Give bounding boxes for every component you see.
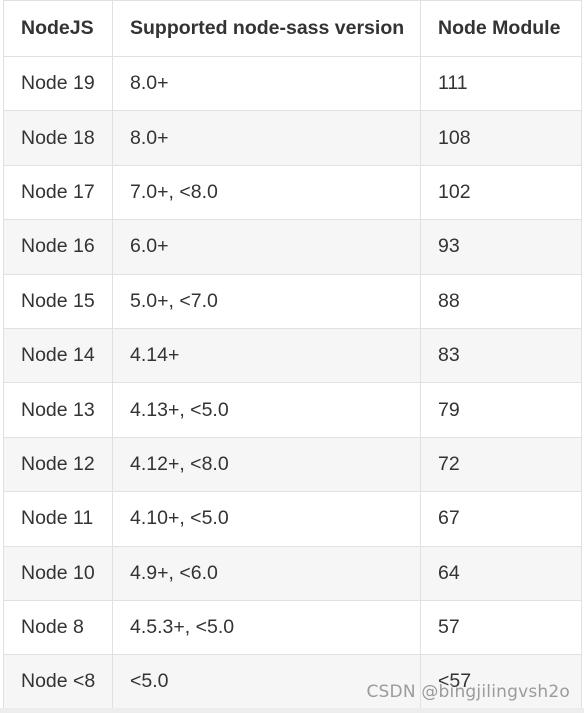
table-row: Node 18 8.0+ 108	[3, 110, 582, 166]
cell-node-sass-version: <5.0	[112, 654, 421, 710]
table-row: Node 14 4.14+ 83	[3, 327, 582, 384]
cell-nodejs: Node 10	[3, 545, 113, 601]
cell-node-sass-version: 4.9+, <6.0	[112, 545, 421, 601]
table-row: Node 11 4.10+, <5.0 67	[3, 491, 582, 547]
cell-nodejs: Node 15	[3, 273, 113, 329]
cell-node-module: 102	[420, 164, 582, 221]
cell-node-sass-version: 4.10+, <5.0	[112, 491, 421, 547]
node-sass-compatibility-table: NodeJS Supported node-sass version Node …	[3, 0, 582, 710]
table-row: Node 17 7.0+, <8.0 102	[3, 164, 582, 221]
cell-node-sass-version: 5.0+, <7.0	[112, 273, 421, 329]
cell-node-module: 108	[420, 110, 582, 166]
table-row: Node 8 4.5.3+, <5.0 57	[3, 599, 582, 656]
compatibility-table-container: NodeJS Supported node-sass version Node …	[3, 0, 582, 710]
header-nodejs: NodeJS	[3, 0, 113, 57]
table-row: Node 13 4.13+, <5.0 79	[3, 382, 582, 438]
table-body: Node 19 8.0+ 111 Node 18 8.0+ 108 Node 17 7.0+,…	[3, 55, 582, 710]
cell-node-module: 93	[420, 219, 582, 275]
cell-node-module: 111	[420, 55, 582, 112]
cell-node-module: 83	[420, 327, 582, 384]
header-node-module: Node Module	[420, 0, 582, 57]
cell-node-sass-version: 8.0+	[112, 110, 421, 166]
cell-node-sass-version: 4.12+, <8.0	[112, 436, 421, 493]
table-row: Node 12 4.12+, <8.0 72	[3, 436, 582, 493]
cell-node-sass-version: 4.13+, <5.0	[112, 382, 421, 438]
cell-node-module: 57	[420, 599, 582, 656]
cell-nodejs: Node 11	[3, 491, 113, 547]
table-row: Node 15 5.0+, <7.0 88	[3, 273, 582, 329]
cell-nodejs: Node 8	[3, 599, 113, 656]
cell-node-sass-version: 4.14+	[112, 327, 421, 384]
table-row: Node 19 8.0+ 111	[3, 55, 582, 112]
cell-node-module: 79	[420, 382, 582, 438]
cell-node-sass-version: 7.0+, <8.0	[112, 164, 421, 221]
cell-nodejs: Node 18	[3, 110, 113, 166]
cell-node-module: 67	[420, 491, 582, 547]
table-header: NodeJS Supported node-sass version Node …	[3, 0, 582, 57]
cell-nodejs: Node 13	[3, 382, 113, 438]
cell-nodejs: Node 19	[3, 55, 113, 112]
table-row: Node 16 6.0+ 93	[3, 219, 582, 275]
cell-nodejs: Node 16	[3, 219, 113, 275]
table-row: Node <8 <5.0 <57	[3, 654, 582, 710]
bottom-edge-divider	[0, 708, 584, 713]
cell-node-sass-version: 8.0+	[112, 55, 421, 112]
cell-nodejs: Node 17	[3, 164, 113, 221]
cell-nodejs: Node 14	[3, 327, 113, 384]
cell-nodejs: Node 12	[3, 436, 113, 493]
cell-node-sass-version: 4.5.3+, <5.0	[112, 599, 421, 656]
cell-node-module: 88	[420, 273, 582, 329]
header-node-sass-version: Supported node-sass version	[112, 0, 421, 57]
cell-nodejs: Node <8	[3, 654, 113, 710]
header-row: NodeJS Supported node-sass version Node …	[3, 0, 582, 57]
cell-node-module: 72	[420, 436, 582, 493]
cell-node-module: <57	[420, 654, 582, 710]
cell-node-module: 64	[420, 545, 582, 601]
table-row: Node 10 4.9+, <6.0 64	[3, 545, 582, 601]
cell-node-sass-version: 6.0+	[112, 219, 421, 275]
